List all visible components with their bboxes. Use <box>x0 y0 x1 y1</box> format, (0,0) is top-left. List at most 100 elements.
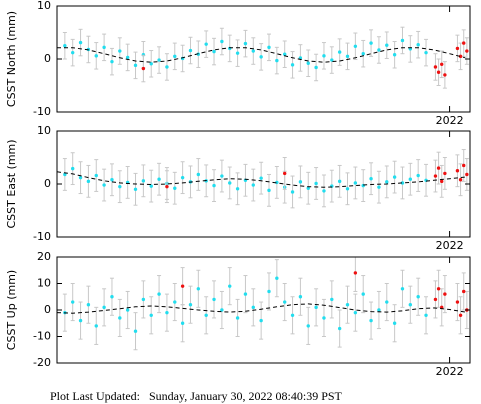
y-tick-label: 10 <box>37 0 51 12</box>
point <box>251 183 255 187</box>
point <box>330 297 334 302</box>
point <box>345 187 350 191</box>
point <box>377 308 381 312</box>
point <box>180 284 185 288</box>
point <box>416 173 420 178</box>
point <box>440 62 444 66</box>
point <box>290 190 295 194</box>
point <box>228 181 232 185</box>
point <box>322 54 326 58</box>
plot-area <box>57 257 469 351</box>
x-tick-label: 2022 <box>436 365 464 378</box>
point <box>455 169 460 173</box>
point <box>149 62 153 66</box>
point <box>408 303 413 307</box>
point <box>259 55 263 59</box>
x-tick-label: 2022 <box>436 239 464 252</box>
point <box>165 184 169 189</box>
y-axis-label: CSST North (mm) <box>5 11 18 107</box>
y-tick-label: 0 <box>44 52 51 65</box>
y-tick-label: 10 <box>37 124 51 137</box>
point <box>63 172 67 177</box>
point <box>314 65 318 70</box>
point <box>71 166 75 171</box>
point <box>306 61 310 65</box>
point <box>267 45 271 50</box>
point <box>133 187 138 191</box>
y-tick-label: -10 <box>33 105 51 118</box>
y-tick-label: 10 <box>37 277 51 290</box>
point <box>102 45 106 50</box>
point <box>196 52 201 56</box>
point <box>298 295 303 299</box>
plot-frame <box>56 5 471 113</box>
point <box>337 50 342 54</box>
point <box>443 73 447 77</box>
point <box>235 187 240 191</box>
y-tick-label: -10 <box>33 330 51 343</box>
plot-frame <box>56 256 471 364</box>
point <box>173 54 177 59</box>
point <box>353 44 358 48</box>
y-tick-label: 0 <box>44 303 51 316</box>
point <box>433 65 438 69</box>
point <box>385 300 389 304</box>
y-tick-label: 20 <box>37 250 51 263</box>
point <box>133 63 138 68</box>
point <box>361 52 365 56</box>
point <box>110 59 114 64</box>
point <box>118 184 122 189</box>
point <box>94 54 98 58</box>
point <box>259 318 263 323</box>
plot-area <box>57 26 469 89</box>
point <box>118 49 122 53</box>
point <box>337 179 342 184</box>
point <box>94 324 98 328</box>
point <box>118 316 122 320</box>
point <box>188 48 193 53</box>
point <box>125 55 130 60</box>
point <box>462 289 466 294</box>
point <box>424 313 428 317</box>
point <box>188 303 193 307</box>
model-line <box>57 47 466 63</box>
point <box>282 300 287 304</box>
point <box>110 178 114 182</box>
point <box>282 171 287 176</box>
point <box>322 189 326 193</box>
point <box>141 179 146 183</box>
point <box>392 53 397 57</box>
point <box>377 48 381 52</box>
plot-frame <box>56 130 471 238</box>
point <box>102 183 106 187</box>
point <box>275 58 279 63</box>
point <box>71 50 75 55</box>
point <box>267 188 271 193</box>
point <box>353 271 358 275</box>
point <box>251 49 255 53</box>
point <box>290 63 295 67</box>
point <box>204 313 208 317</box>
point <box>212 297 216 302</box>
point <box>243 292 248 296</box>
point <box>369 41 373 45</box>
point <box>173 300 177 304</box>
point <box>306 186 310 190</box>
point <box>443 292 447 296</box>
point <box>369 177 373 181</box>
y-axis-label: CSST East (mm) <box>5 139 18 228</box>
point <box>259 176 263 180</box>
point <box>314 305 318 310</box>
point <box>141 66 146 71</box>
point <box>345 54 350 59</box>
point <box>290 313 295 317</box>
point <box>424 50 428 55</box>
point <box>353 310 358 315</box>
point <box>416 295 420 299</box>
y-tick-label: -20 <box>33 356 51 369</box>
point <box>458 178 463 182</box>
point <box>212 183 216 188</box>
model-line <box>57 303 466 314</box>
point <box>165 310 169 315</box>
point <box>204 42 208 46</box>
